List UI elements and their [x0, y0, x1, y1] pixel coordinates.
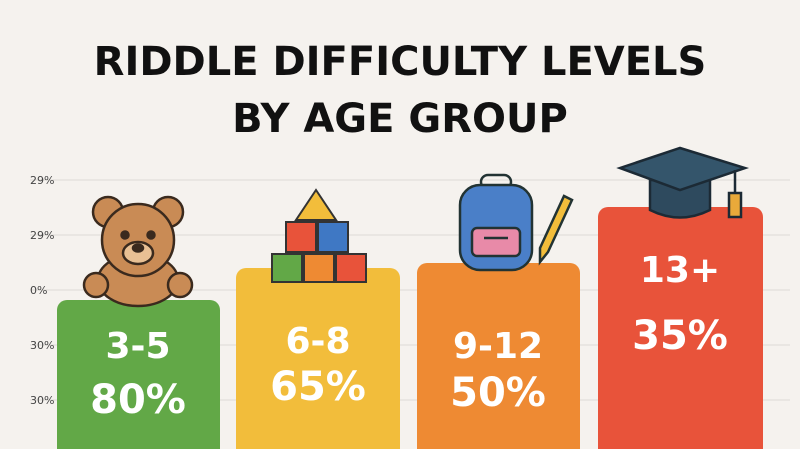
bear-icon	[82, 195, 194, 308]
group-value: 35%	[632, 313, 728, 359]
blocks-icon	[271, 188, 367, 283]
axis-label: 30%	[30, 394, 54, 407]
bar	[417, 263, 580, 449]
group-value: 80%	[90, 377, 186, 423]
bar	[236, 268, 400, 449]
axis-label: 29%	[30, 229, 54, 242]
axis-label: 29%	[30, 174, 54, 187]
axis-label: 30%	[30, 339, 54, 352]
cap-icon	[616, 146, 750, 219]
group-value: 65%	[270, 364, 366, 410]
bar	[57, 300, 220, 449]
backpack-icon	[458, 173, 574, 272]
bar	[598, 207, 763, 449]
group-label: 3-5	[105, 326, 170, 367]
group-label: 9-12	[453, 326, 543, 367]
group-label: 13+	[640, 250, 720, 291]
title-line: BY AGE GROUP	[232, 96, 568, 142]
group-value: 50%	[450, 370, 546, 416]
axis-label: 0%	[30, 284, 47, 297]
title-line: RIDDLE DIFFICULTY LEVELS	[94, 39, 707, 85]
group-label: 6-8	[285, 321, 350, 362]
